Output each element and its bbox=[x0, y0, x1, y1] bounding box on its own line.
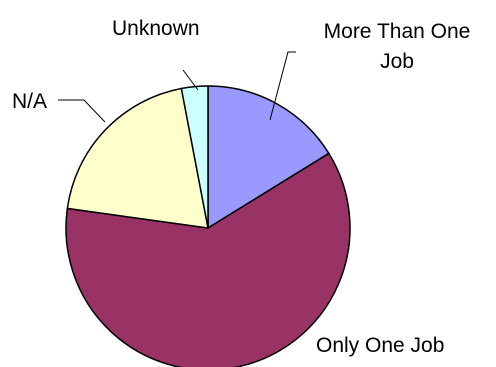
pie-slices bbox=[65, 85, 351, 367]
label-more-than-one-job-line1: More Than One bbox=[324, 20, 471, 43]
leader-line-unknown bbox=[182, 69, 199, 91]
label-more-than-one-job-line2: Job bbox=[380, 50, 414, 73]
pie-slice-more-than-one-job bbox=[207, 85, 330, 230]
leader-line-na bbox=[58, 99, 106, 123]
label-na: N/A bbox=[12, 90, 47, 113]
pie-slice-n-a bbox=[66, 87, 209, 229]
label-unknown: Unknown bbox=[112, 17, 200, 40]
leader-line-more-than-one-job bbox=[269, 51, 296, 121]
label-only-one-job: Only One Job bbox=[316, 334, 444, 357]
pie-slice-unknown bbox=[180, 85, 209, 229]
